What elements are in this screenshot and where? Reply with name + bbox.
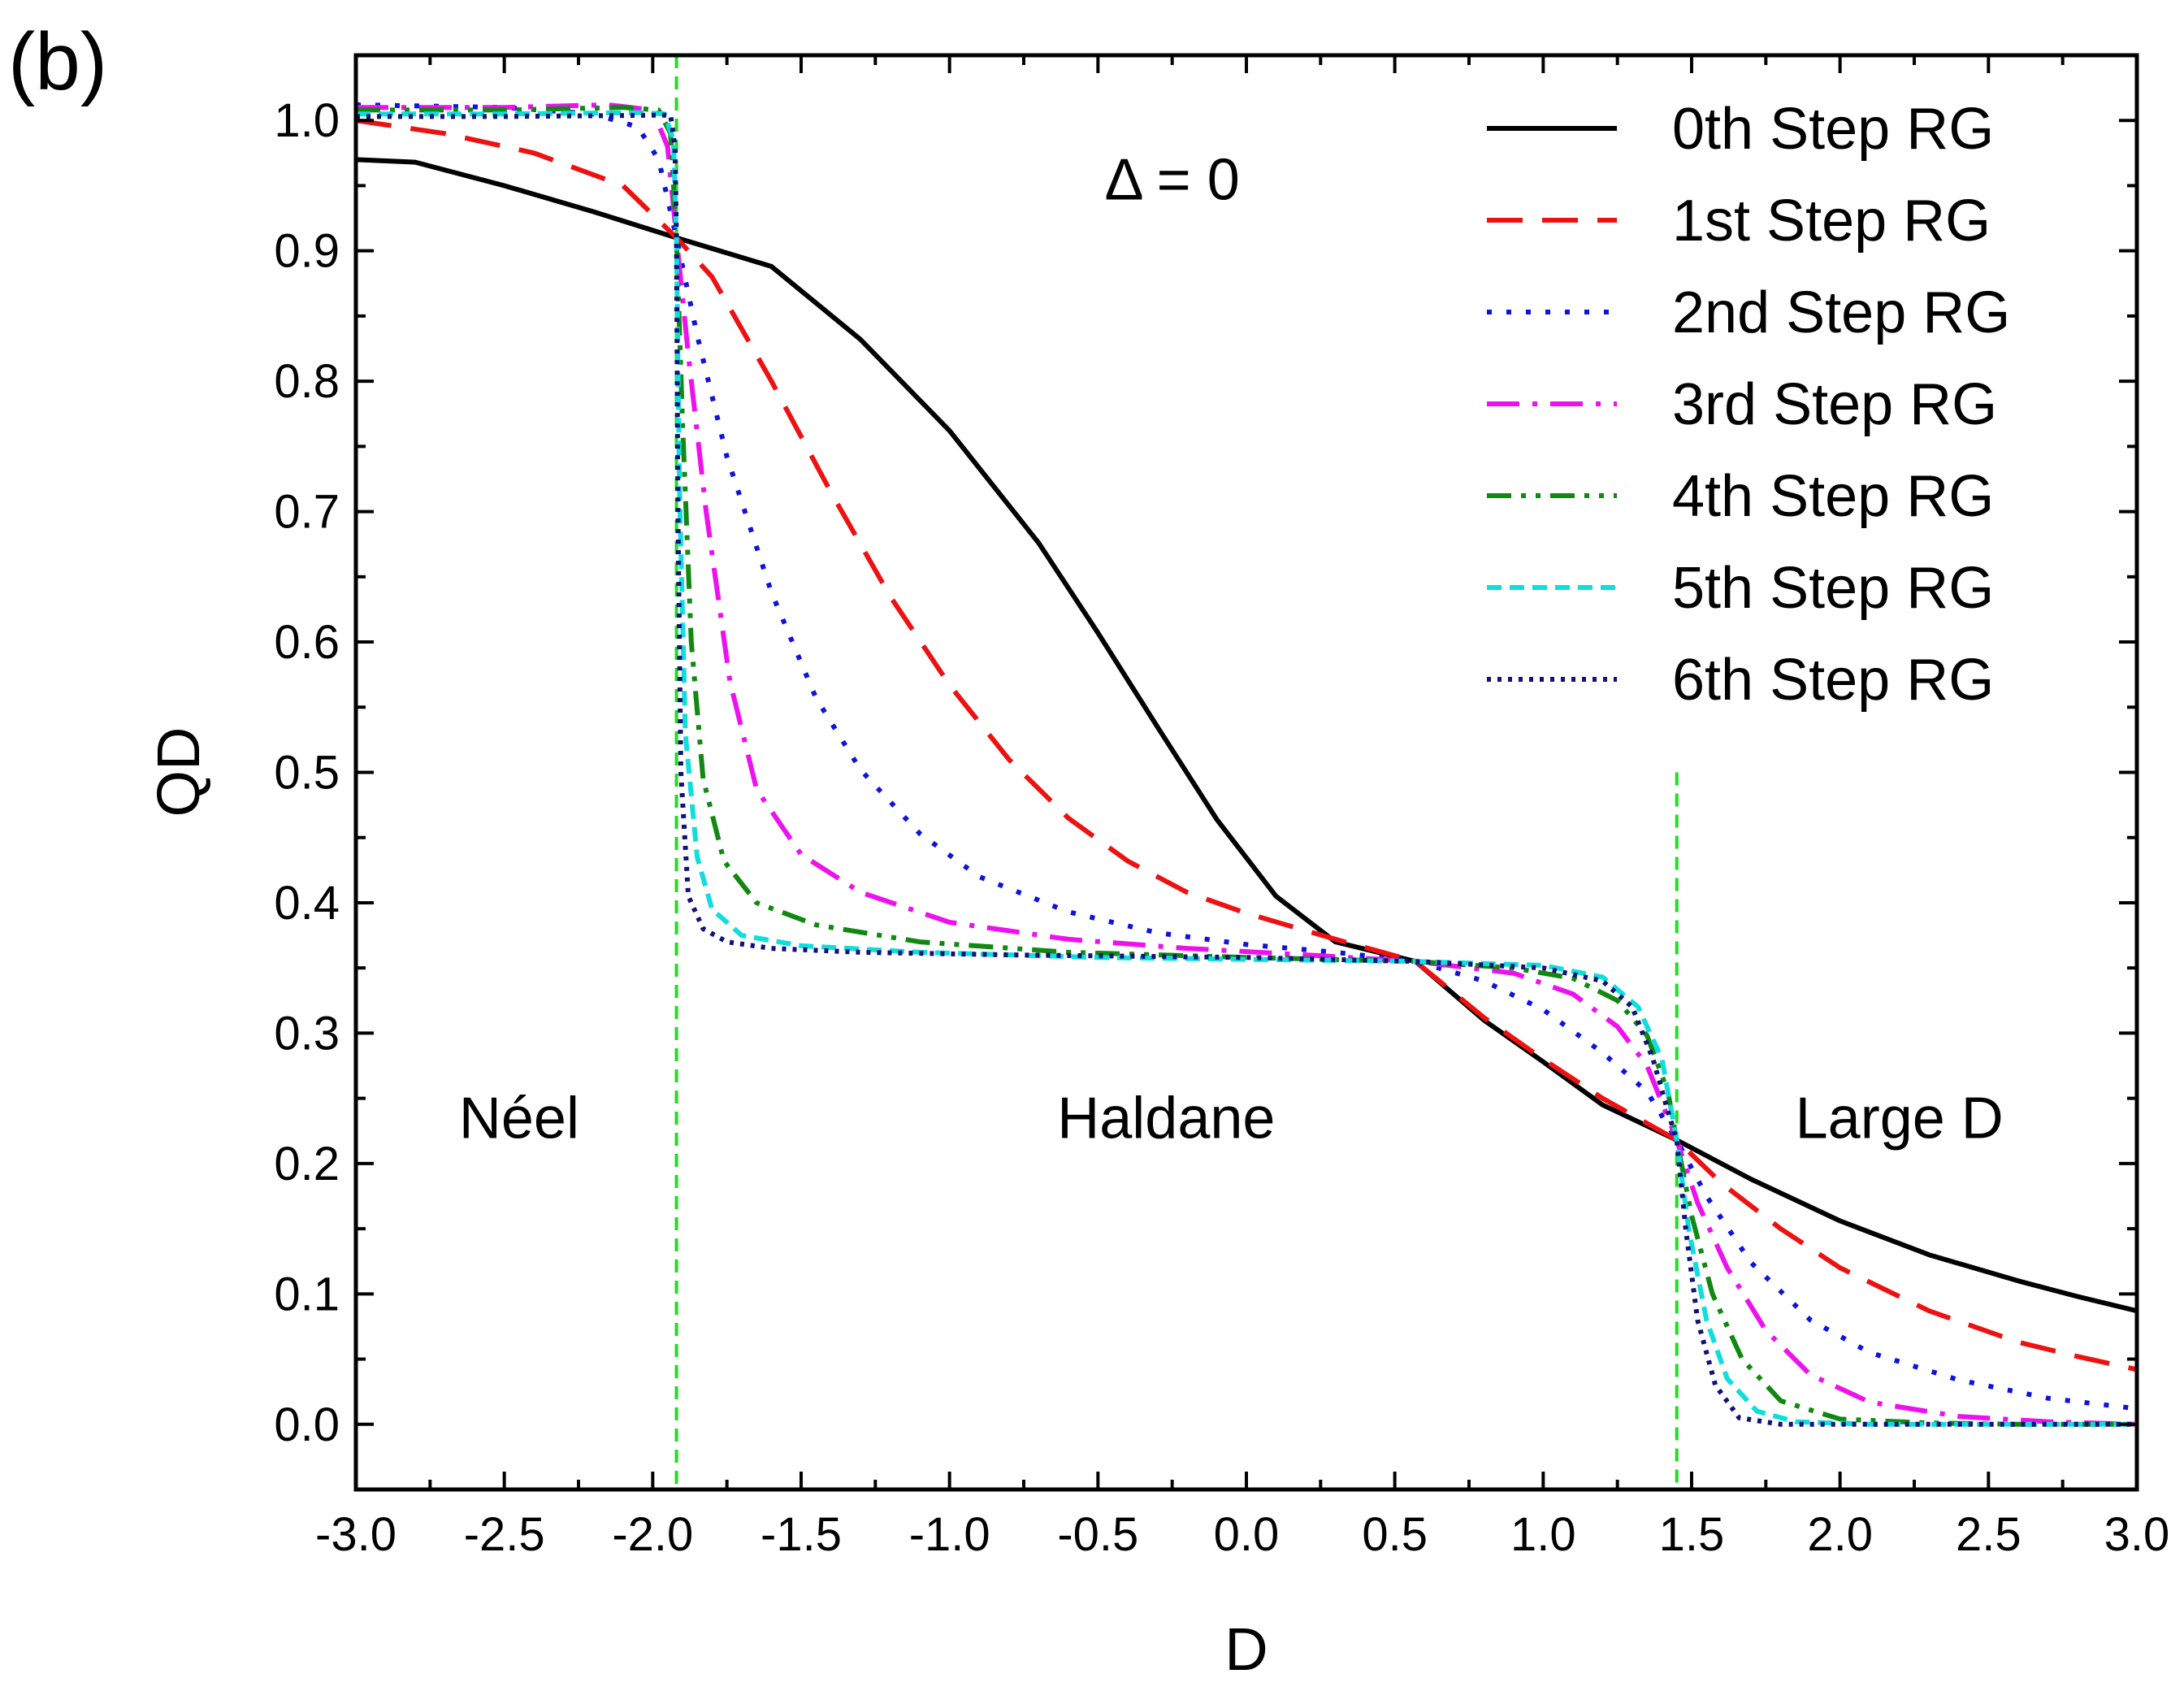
legend-label-3: 3rd Step RG [1672, 372, 1997, 437]
y-tick-label: 0.1 [274, 1268, 340, 1320]
y-tick-label: 0.5 [274, 747, 340, 800]
x-tick-labels: -3.0 -2.5 -2.0 -1.5 -1.0 -0.5 0.0 0.5 1.0 1.5 2.0 2… [315, 1508, 2169, 1561]
x-tick-label: -0.5 [1057, 1508, 1138, 1561]
annotation-1: Néel [459, 1086, 579, 1151]
x-tick-label: 0.5 [1362, 1508, 1428, 1561]
x-tick-label: -2.0 [612, 1508, 693, 1561]
annotation-0: Δ = 0 [1105, 147, 1240, 212]
series-line-3 [356, 102, 2137, 1427]
x-tick-label: -3.0 [315, 1508, 396, 1561]
x-tick-label: 2.5 [1956, 1508, 2022, 1561]
y-tick-label: 0.9 [274, 225, 340, 278]
x-tick-label: 1.5 [1659, 1508, 1725, 1561]
legend-label-2: 2nd Step RG [1672, 280, 2010, 345]
y-tick-label: 0.4 [274, 877, 340, 930]
x-tick-label: 2.0 [1807, 1508, 1873, 1561]
y-tick-labels: 0.0 0.1 0.2 0.3 0.4 0.5 0.6 0.7 0.8 0.9 1.0 [274, 94, 340, 1451]
annotation-3: Large D [1796, 1086, 2004, 1151]
series-line-5 [356, 110, 2137, 1427]
legend: 0th Step RG 1st Step RG 2nd Step RG 3rd Ste… [1487, 97, 2010, 713]
annotation-2: Haldane [1057, 1086, 1275, 1151]
x-axis-title: D [1224, 1615, 1268, 1683]
x-tick-label: 3.0 [2104, 1508, 2170, 1561]
x-tick-label: -2.5 [464, 1508, 545, 1561]
x-tick-label: -1.0 [909, 1508, 990, 1561]
y-tick-label: 0.6 [274, 616, 340, 669]
y-axis-title: QD [145, 727, 212, 817]
legend-label-0: 0th Step RG [1672, 97, 1994, 162]
annotations: Δ = 0 Néel Haldane Large D [459, 147, 2004, 1151]
y-tick-label: 0.2 [274, 1138, 340, 1190]
legend-label-6: 6th Step RG [1672, 648, 1994, 713]
legend-label-4: 4th Step RG [1672, 464, 1994, 529]
y-tick-label: 0.3 [274, 1007, 340, 1060]
x-tick-label: 0.0 [1214, 1508, 1280, 1561]
legend-label-1: 1st Step RG [1672, 189, 1991, 254]
y-tick-label: 0.0 [274, 1398, 340, 1451]
axis-ticks [354, 55, 2138, 1489]
x-tick-label: 1.0 [1510, 1508, 1576, 1561]
series-line-6 [356, 112, 2137, 1427]
y-tick-label: 0.8 [274, 355, 340, 408]
legend-label-5: 5th Step RG [1672, 556, 1994, 621]
series-line-1 [356, 118, 2137, 1372]
series-layer [356, 102, 2137, 1427]
panel-label: (b) [8, 16, 107, 107]
y-tick-label: 1.0 [274, 94, 340, 147]
x-tick-label: -1.5 [760, 1508, 842, 1561]
y-tick-label: 0.7 [274, 486, 340, 539]
